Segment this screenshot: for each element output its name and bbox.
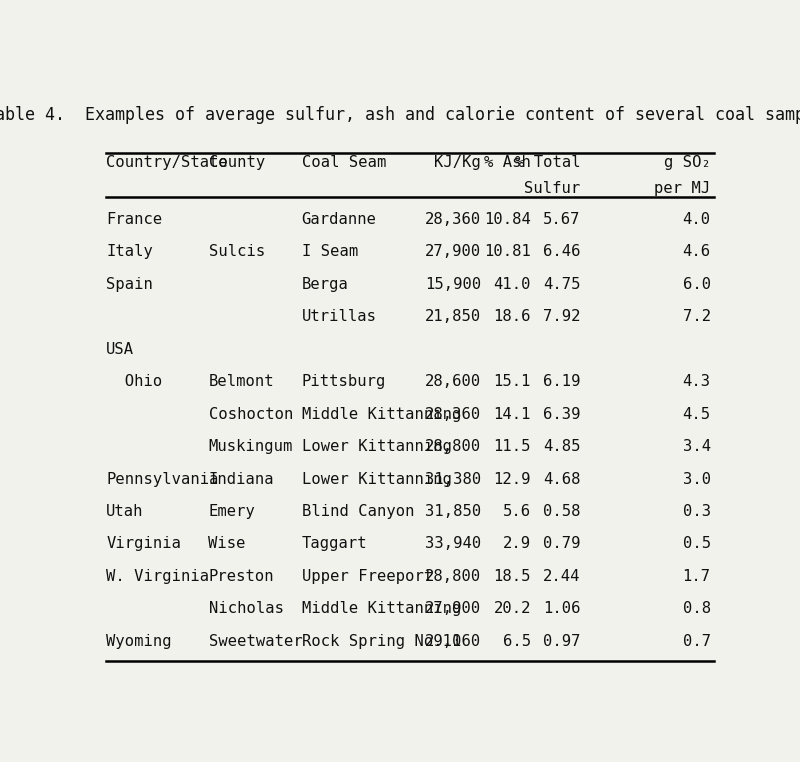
Text: 27,900: 27,900	[425, 244, 482, 259]
Text: 20.2: 20.2	[494, 601, 531, 616]
Text: 0.5: 0.5	[682, 536, 710, 552]
Text: 21,850: 21,850	[425, 309, 482, 324]
Text: 4.6: 4.6	[682, 244, 710, 259]
Text: 28,600: 28,600	[425, 374, 482, 389]
Text: % Total: % Total	[515, 155, 581, 170]
Text: 6.5: 6.5	[502, 634, 531, 649]
Text: 4.68: 4.68	[543, 472, 581, 486]
Text: Wyoming: Wyoming	[106, 634, 172, 649]
Text: Emery: Emery	[209, 504, 255, 519]
Text: Pennsylvania: Pennsylvania	[106, 472, 218, 486]
Text: Country/State: Country/State	[106, 155, 228, 170]
Text: Sweetwater: Sweetwater	[209, 634, 302, 649]
Text: 4.3: 4.3	[682, 374, 710, 389]
Text: 1.7: 1.7	[682, 569, 710, 584]
Text: Lower Kittanning: Lower Kittanning	[302, 439, 451, 454]
Text: per MJ: per MJ	[654, 181, 710, 196]
Text: 15,900: 15,900	[425, 277, 482, 292]
Text: 5.67: 5.67	[543, 212, 581, 226]
Text: Sulfur: Sulfur	[524, 181, 581, 196]
Text: Wise: Wise	[209, 536, 246, 552]
Text: 14.1: 14.1	[494, 407, 531, 421]
Text: 4.85: 4.85	[543, 439, 581, 454]
Text: 6.46: 6.46	[543, 244, 581, 259]
Text: 10.84: 10.84	[484, 212, 531, 226]
Text: KJ/Kg: KJ/Kg	[434, 155, 482, 170]
Text: Italy: Italy	[106, 244, 153, 259]
Text: 1.06: 1.06	[543, 601, 581, 616]
Text: France: France	[106, 212, 162, 226]
Text: 7.2: 7.2	[682, 309, 710, 324]
Text: I Seam: I Seam	[302, 244, 358, 259]
Text: g SO₂: g SO₂	[664, 155, 710, 170]
Text: Preston: Preston	[209, 569, 274, 584]
Text: 0.97: 0.97	[543, 634, 581, 649]
Text: Utrillas: Utrillas	[302, 309, 377, 324]
Text: 6.19: 6.19	[543, 374, 581, 389]
Text: USA: USA	[106, 341, 134, 357]
Text: Lower Kittanning: Lower Kittanning	[302, 472, 451, 486]
Text: 0.3: 0.3	[682, 504, 710, 519]
Text: 0.58: 0.58	[543, 504, 581, 519]
Text: Table 4.  Examples of average sulfur, ash and calorie content of several coal sa: Table 4. Examples of average sulfur, ash…	[0, 106, 800, 124]
Text: Taggart: Taggart	[302, 536, 367, 552]
Text: Ohio: Ohio	[106, 374, 162, 389]
Text: 0.7: 0.7	[682, 634, 710, 649]
Text: 2.44: 2.44	[543, 569, 581, 584]
Text: Nicholas: Nicholas	[209, 601, 283, 616]
Text: 15.1: 15.1	[494, 374, 531, 389]
Text: 11.5: 11.5	[494, 439, 531, 454]
Text: Coal Seam: Coal Seam	[302, 155, 386, 170]
Text: Utah: Utah	[106, 504, 144, 519]
Text: 27,900: 27,900	[425, 601, 482, 616]
Text: Indiana: Indiana	[209, 472, 274, 486]
Text: 18.6: 18.6	[494, 309, 531, 324]
Text: County: County	[209, 155, 265, 170]
Text: 3.4: 3.4	[682, 439, 710, 454]
Text: 0.79: 0.79	[543, 536, 581, 552]
Text: Belmont: Belmont	[209, 374, 274, 389]
Text: 6.39: 6.39	[543, 407, 581, 421]
Text: 10.81: 10.81	[484, 244, 531, 259]
Text: 7.92: 7.92	[543, 309, 581, 324]
Text: 4.5: 4.5	[682, 407, 710, 421]
Text: 28,800: 28,800	[425, 569, 482, 584]
Text: Blind Canyon: Blind Canyon	[302, 504, 414, 519]
Text: Virginia: Virginia	[106, 536, 181, 552]
Text: 31,850: 31,850	[425, 504, 482, 519]
Text: 2.9: 2.9	[502, 536, 531, 552]
Text: 28,360: 28,360	[425, 407, 482, 421]
Text: 4.0: 4.0	[682, 212, 710, 226]
Text: Sulcis: Sulcis	[209, 244, 265, 259]
Text: 0.8: 0.8	[682, 601, 710, 616]
Text: 29,060: 29,060	[425, 634, 482, 649]
Text: 31,380: 31,380	[425, 472, 482, 486]
Text: 4.75: 4.75	[543, 277, 581, 292]
Text: % Ash: % Ash	[484, 155, 531, 170]
Text: 28,360: 28,360	[425, 212, 482, 226]
Text: Coshocton: Coshocton	[209, 407, 293, 421]
Text: 12.9: 12.9	[494, 472, 531, 486]
Text: 6.0: 6.0	[682, 277, 710, 292]
Text: 3.0: 3.0	[682, 472, 710, 486]
Text: 33,940: 33,940	[425, 536, 482, 552]
Text: Upper Freeport: Upper Freeport	[302, 569, 433, 584]
Text: Middle Kittanning: Middle Kittanning	[302, 407, 461, 421]
Text: Middle Kittanning: Middle Kittanning	[302, 601, 461, 616]
Text: Rock Spring No.11: Rock Spring No.11	[302, 634, 461, 649]
Text: W. Virginia: W. Virginia	[106, 569, 210, 584]
Text: 18.5: 18.5	[494, 569, 531, 584]
Text: Pittsburg: Pittsburg	[302, 374, 386, 389]
Text: 5.6: 5.6	[502, 504, 531, 519]
Text: 41.0: 41.0	[494, 277, 531, 292]
Text: Muskingum: Muskingum	[209, 439, 293, 454]
Text: Gardanne: Gardanne	[302, 212, 377, 226]
Text: Spain: Spain	[106, 277, 153, 292]
Text: 28,800: 28,800	[425, 439, 482, 454]
Text: Berga: Berga	[302, 277, 348, 292]
